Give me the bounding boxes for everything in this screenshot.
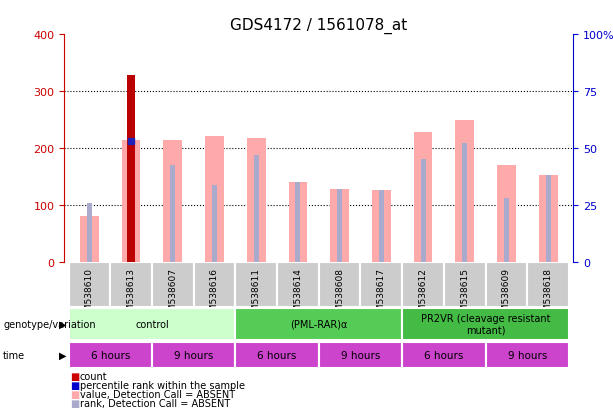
FancyBboxPatch shape (444, 262, 485, 308)
Bar (504, 199, 509, 262)
FancyBboxPatch shape (402, 342, 485, 368)
Text: PR2VR (cleavage resistant
mutant): PR2VR (cleavage resistant mutant) (421, 313, 550, 335)
FancyBboxPatch shape (402, 309, 569, 340)
FancyBboxPatch shape (402, 262, 444, 308)
FancyBboxPatch shape (235, 309, 402, 340)
Text: GSM538614: GSM538614 (294, 268, 302, 323)
Bar (122, 140, 140, 262)
Bar (379, 190, 384, 262)
Bar (80, 217, 99, 262)
Text: 6 hours: 6 hours (91, 350, 130, 360)
Bar (205, 136, 224, 262)
Bar (295, 183, 300, 262)
FancyBboxPatch shape (235, 342, 319, 368)
Text: GSM538617: GSM538617 (377, 268, 386, 323)
Bar (254, 156, 259, 262)
FancyBboxPatch shape (69, 342, 152, 368)
Text: GSM538618: GSM538618 (544, 268, 553, 323)
Text: ■: ■ (70, 389, 80, 399)
Text: GSM538610: GSM538610 (85, 268, 94, 323)
Bar (462, 144, 467, 262)
Text: ▶: ▶ (59, 319, 66, 329)
Bar (414, 133, 432, 262)
Text: GSM538609: GSM538609 (502, 268, 511, 323)
FancyBboxPatch shape (235, 262, 277, 308)
Text: (PML-RAR)α: (PML-RAR)α (290, 319, 348, 329)
Text: GSM538616: GSM538616 (210, 268, 219, 323)
Text: GSM538615: GSM538615 (460, 268, 469, 323)
Bar (337, 190, 342, 262)
Text: time: time (3, 350, 25, 360)
Bar (546, 176, 550, 262)
Bar (372, 190, 390, 262)
Bar (455, 120, 474, 262)
FancyBboxPatch shape (277, 262, 319, 308)
Text: control: control (135, 319, 169, 329)
FancyBboxPatch shape (194, 262, 235, 308)
Text: GSM538612: GSM538612 (419, 268, 427, 323)
Text: 9 hours: 9 hours (341, 350, 380, 360)
FancyBboxPatch shape (485, 262, 527, 308)
FancyBboxPatch shape (69, 309, 235, 340)
Text: count: count (80, 371, 107, 381)
Text: percentile rank within the sample: percentile rank within the sample (80, 380, 245, 390)
FancyBboxPatch shape (69, 262, 110, 308)
FancyBboxPatch shape (319, 262, 360, 308)
Text: ▶: ▶ (59, 350, 66, 360)
Text: genotype/variation: genotype/variation (3, 319, 96, 329)
FancyBboxPatch shape (152, 342, 235, 368)
Bar (247, 138, 265, 262)
Bar (129, 142, 134, 262)
Bar (539, 176, 557, 262)
Bar (330, 190, 349, 262)
FancyBboxPatch shape (527, 262, 569, 308)
Bar (212, 185, 217, 262)
Bar (170, 166, 175, 262)
Text: ■: ■ (70, 398, 80, 408)
Text: ■: ■ (70, 380, 80, 390)
Bar (164, 140, 182, 262)
Text: value, Detection Call = ABSENT: value, Detection Call = ABSENT (80, 389, 235, 399)
Bar (289, 183, 307, 262)
Title: GDS4172 / 1561078_at: GDS4172 / 1561078_at (230, 18, 408, 34)
Text: 6 hours: 6 hours (257, 350, 297, 360)
Text: GSM538611: GSM538611 (252, 268, 261, 323)
FancyBboxPatch shape (485, 342, 569, 368)
Text: GSM538613: GSM538613 (127, 268, 135, 323)
Text: rank, Detection Call = ABSENT: rank, Detection Call = ABSENT (80, 398, 230, 408)
FancyBboxPatch shape (152, 262, 194, 308)
Text: 6 hours: 6 hours (424, 350, 463, 360)
Text: ■: ■ (70, 371, 80, 381)
Text: GSM538608: GSM538608 (335, 268, 344, 323)
FancyBboxPatch shape (319, 342, 402, 368)
FancyBboxPatch shape (360, 262, 402, 308)
Bar (87, 203, 92, 262)
Bar (497, 166, 516, 262)
Text: 9 hours: 9 hours (174, 350, 213, 360)
FancyBboxPatch shape (110, 262, 152, 308)
Bar (128, 76, 135, 262)
Bar (421, 160, 425, 262)
Text: GSM538607: GSM538607 (169, 268, 177, 323)
Text: 9 hours: 9 hours (508, 350, 547, 360)
